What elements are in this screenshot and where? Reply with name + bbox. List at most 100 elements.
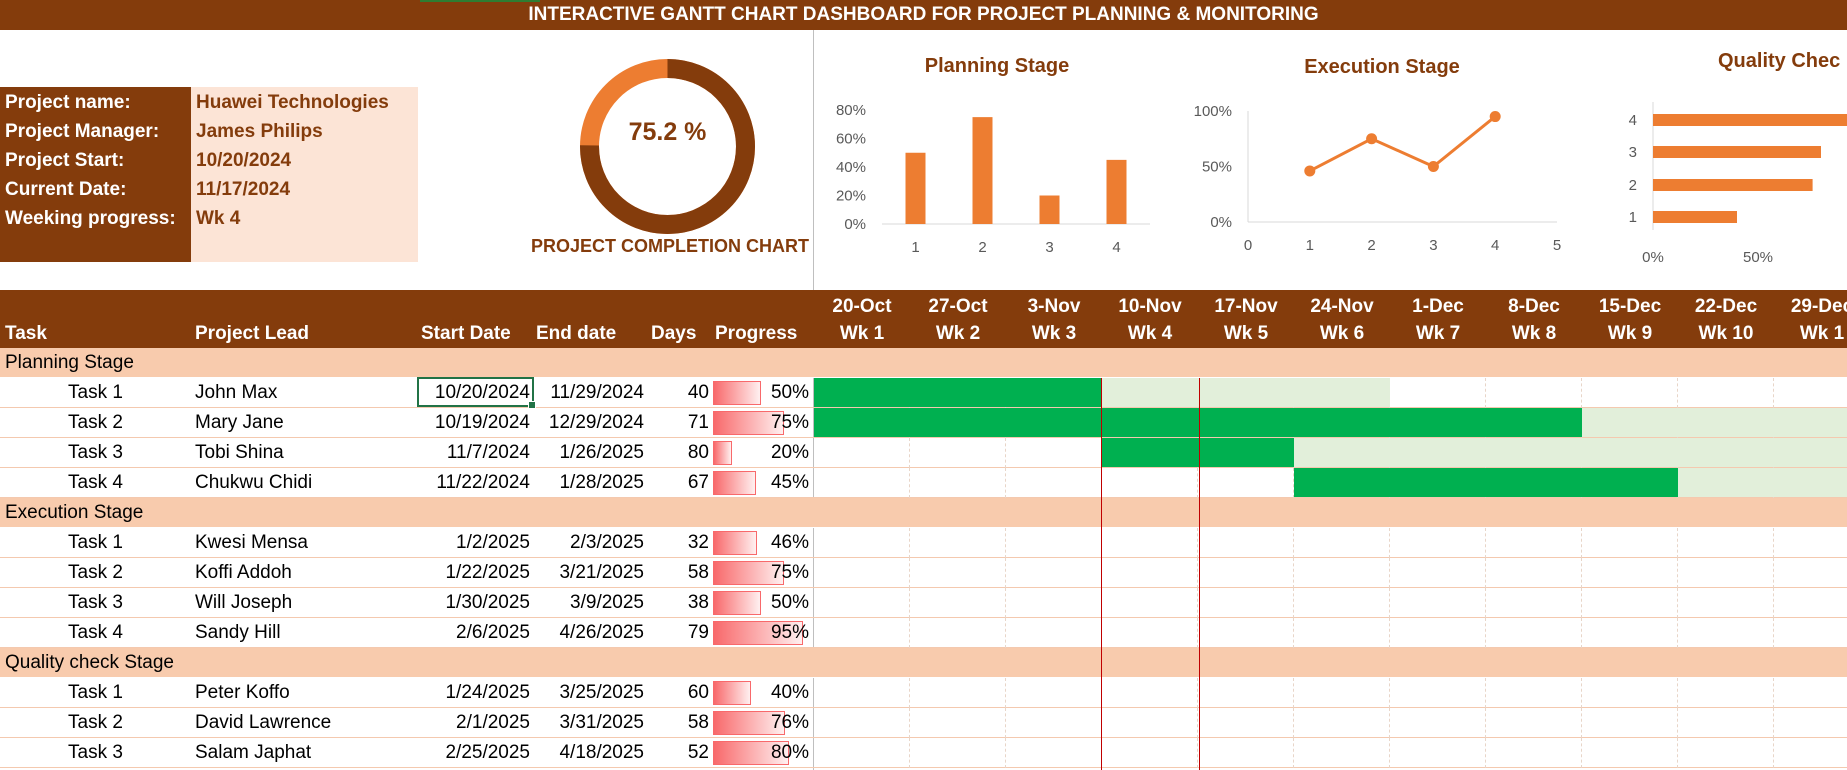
start-date[interactable]: 11/7/2024 <box>446 442 530 463</box>
current-date-value[interactable]: 11/17/2024 <box>196 179 291 200</box>
progress-percent[interactable]: 50% <box>770 592 809 613</box>
gantt-cell[interactable] <box>1582 378 1678 408</box>
task-row[interactable]: Task 3 Salam Japhat 2/25/2025 4/18/2025 52 80… <box>0 738 1847 768</box>
task-row[interactable]: Task 3 Tobi Shina 11/7/2024 1/26/2025 80 20% <box>0 438 1847 468</box>
gantt-cell[interactable] <box>814 558 910 588</box>
gantt-cell[interactable] <box>1486 558 1582 588</box>
gantt-cell[interactable] <box>1486 618 1582 648</box>
start-date[interactable]: 1/2/2025 <box>456 532 530 553</box>
gantt-cell[interactable] <box>1198 558 1294 588</box>
gantt-cell[interactable] <box>1102 558 1198 588</box>
task-name[interactable]: Task 3 <box>68 442 123 463</box>
gantt-cell[interactable] <box>1006 468 1102 498</box>
gantt-cell[interactable] <box>910 738 1006 768</box>
progress-percent[interactable]: 45% <box>770 472 809 493</box>
gantt-cell[interactable] <box>1102 708 1198 738</box>
gantt-cell[interactable] <box>1774 618 1847 648</box>
gantt-cell[interactable] <box>814 438 910 468</box>
gantt-cell[interactable] <box>1006 618 1102 648</box>
end-date[interactable]: 3/25/2025 <box>559 682 644 703</box>
gantt-cell[interactable] <box>1678 738 1774 768</box>
gantt-cell[interactable] <box>1678 528 1774 558</box>
task-name[interactable]: Task 4 <box>68 622 123 643</box>
task-name[interactable]: Task 1 <box>68 382 123 403</box>
end-date[interactable]: 1/26/2025 <box>559 442 644 463</box>
days[interactable]: 58 <box>687 712 709 733</box>
project-lead[interactable]: Koffi Addoh <box>195 562 292 583</box>
gantt-cell[interactable] <box>1678 558 1774 588</box>
start-date[interactable]: 2/1/2025 <box>456 712 530 733</box>
gantt-cell[interactable] <box>1198 738 1294 768</box>
gantt-cell[interactable] <box>1486 378 1582 408</box>
gantt-cell[interactable] <box>814 678 910 708</box>
days[interactable]: 32 <box>687 532 709 553</box>
gantt-cell[interactable] <box>1006 678 1102 708</box>
progress-percent[interactable]: 75% <box>770 412 809 433</box>
project-lead[interactable]: John Max <box>195 382 278 403</box>
gantt-cell[interactable] <box>1198 618 1294 648</box>
end-date[interactable]: 12/29/2024 <box>548 412 644 433</box>
gantt-cell[interactable] <box>1294 618 1390 648</box>
task-name[interactable]: Task 2 <box>68 412 123 433</box>
gantt-cell[interactable] <box>814 738 910 768</box>
start-date[interactable]: 11/22/2024 <box>436 472 530 493</box>
gantt-cell[interactable] <box>1486 708 1582 738</box>
gantt-cell[interactable] <box>1774 738 1847 768</box>
gantt-cell[interactable] <box>910 438 1006 468</box>
gantt-cell[interactable] <box>1390 378 1486 408</box>
days[interactable]: 71 <box>687 412 709 433</box>
project-lead[interactable]: David Lawrence <box>195 712 332 733</box>
gantt-cell[interactable] <box>1390 708 1486 738</box>
project-lead[interactable]: Peter Koffo <box>195 682 290 703</box>
gantt-cell[interactable] <box>910 618 1006 648</box>
gantt-cell[interactable] <box>814 618 910 648</box>
gantt-cell[interactable] <box>1102 528 1198 558</box>
end-date[interactable]: 3/21/2025 <box>559 562 644 583</box>
project-lead[interactable]: Sandy Hill <box>195 622 281 643</box>
gantt-cell[interactable] <box>1006 528 1102 558</box>
execution-stage-chart[interactable]: Execution Stage 0% 50% 100% 0 1 2 3 4 5 <box>1180 30 1590 270</box>
task-name[interactable]: Task 2 <box>68 712 123 733</box>
task-row[interactable]: Task 3 Will Joseph 1/30/2025 3/9/2025 38 50% <box>0 588 1847 618</box>
week-progress-value[interactable]: Wk 4 <box>196 208 241 229</box>
start-date[interactable]: 2/25/2025 <box>445 742 530 763</box>
gantt-cell[interactable] <box>1582 588 1678 618</box>
gantt-cell[interactable] <box>1006 588 1102 618</box>
gantt-cell[interactable] <box>1582 558 1678 588</box>
progress-percent[interactable]: 20% <box>770 442 809 463</box>
gantt-cell[interactable] <box>814 708 910 738</box>
gantt-cell[interactable] <box>1774 708 1847 738</box>
gantt-cell[interactable] <box>1582 708 1678 738</box>
gantt-cell[interactable] <box>814 588 910 618</box>
end-date[interactable]: 11/29/2024 <box>550 382 644 403</box>
progress-percent[interactable]: 40% <box>770 682 809 703</box>
gantt-cell[interactable] <box>1774 558 1847 588</box>
gantt-cell[interactable] <box>1294 528 1390 558</box>
gantt-cell[interactable] <box>1006 738 1102 768</box>
project-lead[interactable]: Tobi Shina <box>195 442 284 463</box>
gantt-cell[interactable] <box>1678 678 1774 708</box>
end-date[interactable]: 3/9/2025 <box>570 592 644 613</box>
task-row[interactable]: Task 1 John Max 10/20/2024 11/29/2024 40 50% <box>0 377 1847 409</box>
days[interactable]: 38 <box>687 592 709 613</box>
gantt-cell[interactable] <box>1294 588 1390 618</box>
gantt-cell[interactable] <box>1294 738 1390 768</box>
gantt-cell[interactable] <box>1582 678 1678 708</box>
task-name[interactable]: Task 2 <box>68 562 123 583</box>
end-date[interactable]: 4/26/2025 <box>559 622 644 643</box>
days[interactable]: 60 <box>687 682 709 703</box>
task-name[interactable]: Task 3 <box>68 742 123 763</box>
task-row[interactable]: Task 2 David Lawrence 2/1/2025 3/31/2025 58 7… <box>0 708 1847 738</box>
gantt-cell[interactable] <box>1102 618 1198 648</box>
gantt-cell[interactable] <box>1198 708 1294 738</box>
quality-check-chart[interactable]: Quality Chec 1 2 3 4 0% 50% <box>1600 30 1847 270</box>
start-date[interactable]: 1/22/2025 <box>445 562 530 583</box>
gantt-cell[interactable] <box>1390 528 1486 558</box>
start-date[interactable]: 10/19/2024 <box>434 412 530 433</box>
days[interactable]: 40 <box>687 382 709 403</box>
days[interactable]: 52 <box>687 742 709 763</box>
end-date[interactable]: 4/18/2025 <box>559 742 644 763</box>
gantt-cell[interactable] <box>1198 528 1294 558</box>
task-name[interactable]: Task 1 <box>68 682 123 703</box>
gantt-cell[interactable] <box>1294 708 1390 738</box>
